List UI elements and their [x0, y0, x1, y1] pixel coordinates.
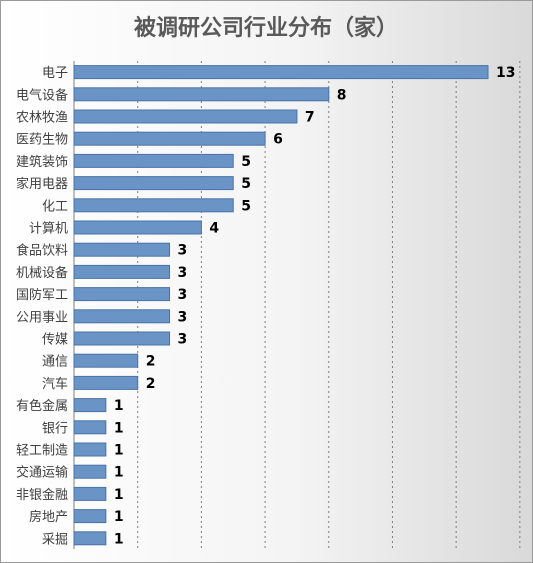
- category-label: 电气设备: [16, 87, 68, 103]
- category-label: 化工: [42, 199, 68, 214]
- value-label: 1: [114, 420, 124, 436]
- bar: [73, 464, 107, 479]
- category-label: 采掘: [42, 532, 68, 547]
- bar: [73, 353, 139, 368]
- category-label: 银行: [42, 421, 68, 436]
- category-label: 国防军工: [16, 287, 68, 303]
- value-label: 1: [114, 398, 124, 414]
- value-label: 1: [114, 465, 124, 481]
- value-label: 6: [273, 132, 283, 148]
- value-label: 3: [178, 243, 188, 259]
- bar: [73, 331, 171, 346]
- bar: [73, 264, 171, 279]
- category-label: 交通运输: [16, 465, 68, 481]
- category-label: 房地产: [29, 509, 68, 525]
- bar: [73, 220, 202, 235]
- value-label: 13: [496, 65, 515, 81]
- bar: [73, 442, 107, 457]
- chart-title: 被调研公司行业分布（家）: [134, 15, 398, 41]
- category-label: 机械设备: [16, 265, 68, 281]
- value-label: 3: [178, 309, 188, 325]
- bar: [73, 242, 171, 257]
- bar: [73, 198, 234, 213]
- value-label: 1: [114, 509, 124, 525]
- bar: [73, 131, 266, 146]
- value-label: 1: [114, 487, 124, 503]
- bar: [73, 531, 107, 546]
- value-label: 1: [114, 531, 124, 547]
- category-label: 轻工制造: [16, 444, 68, 459]
- category-label: 医药生物: [16, 133, 68, 148]
- category-label: 传媒: [42, 333, 68, 348]
- bar: [73, 287, 171, 302]
- category-label: 电子: [42, 66, 68, 81]
- value-label: 3: [178, 265, 188, 281]
- bar: [73, 398, 107, 413]
- category-label: 有色金属: [16, 398, 68, 414]
- category-label: 非银金融: [16, 487, 68, 503]
- category-label: 计算机: [29, 222, 68, 237]
- value-label: 2: [146, 354, 156, 370]
- category-label: 公用事业: [16, 310, 68, 325]
- bar: [73, 176, 234, 191]
- value-labels: 13 8 7 6 5 5 5 4 3 3 3 3 3 2 2 1 1 1 1 1 1 1: [114, 65, 516, 547]
- value-label: 2: [146, 376, 156, 392]
- bar: [73, 420, 107, 435]
- bar: [73, 109, 298, 124]
- bar: [73, 486, 107, 501]
- value-label: 5: [241, 154, 251, 170]
- bar: [73, 65, 489, 80]
- value-label: 5: [241, 176, 251, 192]
- value-label: 1: [114, 443, 124, 459]
- bar: [73, 87, 330, 102]
- category-label: 家用电器: [16, 176, 68, 192]
- bar: [73, 309, 171, 324]
- bar: [73, 375, 139, 390]
- category-labels: 电子电气设备农林牧渔医药生物建筑装饰家用电器化工计算机食品饮料机械设备国防军工公…: [16, 66, 68, 547]
- category-label: 建筑装饰: [16, 154, 68, 170]
- category-label: 农林牧渔: [16, 111, 68, 126]
- category-label: 食品饮料: [16, 243, 68, 259]
- value-label: 4: [209, 221, 219, 237]
- value-label: 3: [178, 287, 188, 303]
- bar: [73, 509, 107, 524]
- value-label: 3: [178, 332, 188, 348]
- value-label: 7: [305, 110, 315, 126]
- category-label: 通信: [42, 355, 68, 370]
- value-label: 5: [241, 198, 251, 214]
- value-label: 8: [337, 87, 347, 103]
- category-label: 汽车: [42, 376, 68, 392]
- bars: [73, 65, 489, 546]
- bar: [73, 153, 234, 168]
